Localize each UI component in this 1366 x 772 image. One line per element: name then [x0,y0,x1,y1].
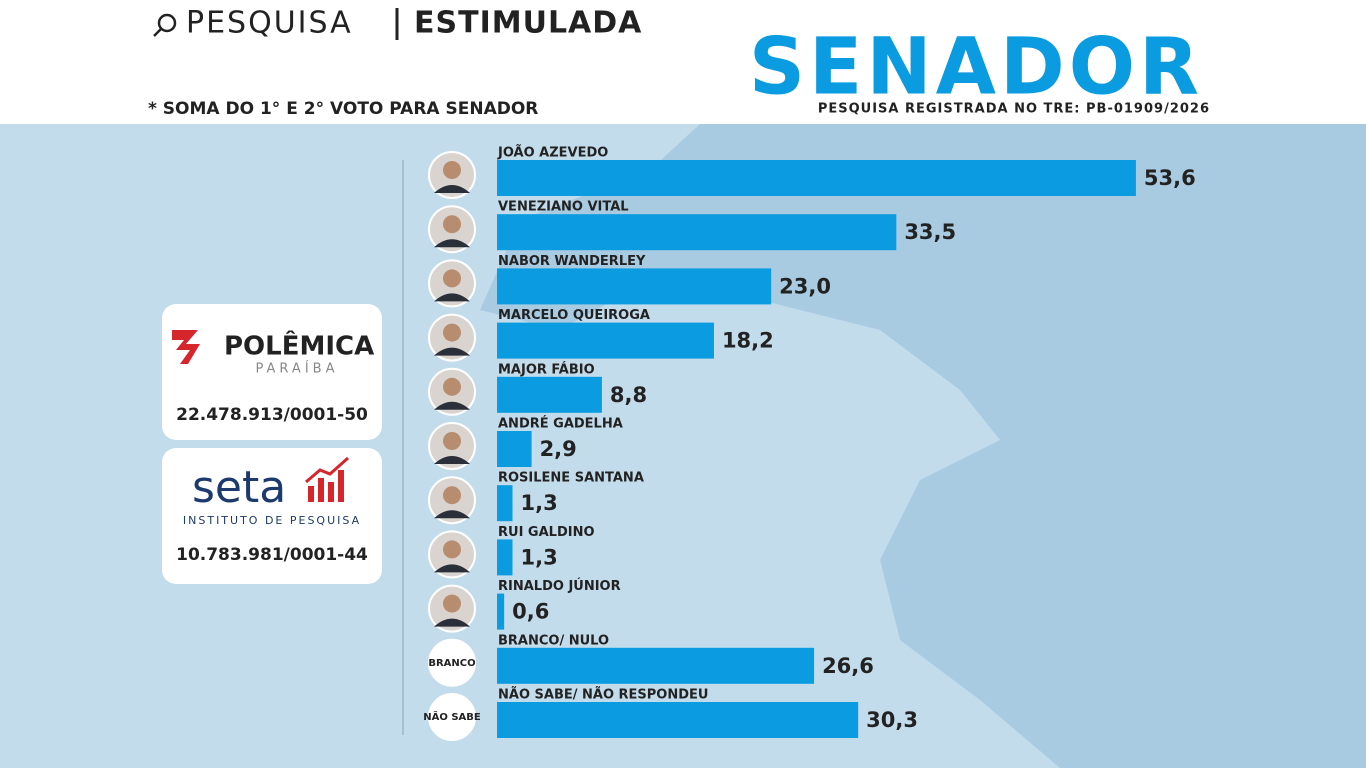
header-office: SENADOR [749,22,1203,112]
value-label: 8,8 [610,383,647,407]
bar [497,702,859,738]
header-kind: ESTIMULADA [414,6,642,41]
header-note: * SOMA DO 1° E 2° VOTO PARA SENADOR [148,99,538,119]
category-label: NÃO SABE/ NÃO RESPONDEU [498,687,708,703]
value-label: 1,3 [520,491,557,515]
search-icon [157,13,177,33]
category-label: MAJOR FÁBIO [498,361,595,377]
avatar-body [434,293,470,302]
sponsor-id: 22.478.913/0001-50 [176,405,368,425]
sponsor-sub: INSTITUTO DE PESQUISA [183,514,361,527]
header-bg [0,0,1366,124]
avatar-head [443,161,461,179]
header-registry: PESQUISA REGISTRADA NO TRE: PB-01909/202… [818,102,1210,117]
bar [497,647,815,684]
value-label: 0,6 [512,600,549,624]
avatar-body [434,401,470,410]
sponsor-logo [318,478,324,502]
bar [497,268,772,305]
value-label: 18,2 [722,329,774,353]
avatar-body [434,510,470,519]
category-label: ROSILENE SANTANA [498,471,644,486]
value-label: 30,3 [866,708,918,732]
avatar-head [443,323,461,342]
bar [497,593,505,630]
category-label: RUI GALDINO [498,525,595,540]
avatar-head [443,215,461,234]
avatar-body [434,347,470,356]
avatar-body [434,456,470,464]
sponsor-name: POLÊMICA [224,330,374,362]
avatar-body [434,564,470,573]
category-label: JOÃO AZEVEDO [497,145,608,161]
avatar-head [443,540,461,559]
category-label: ANDRÉ GADELHA [498,416,623,432]
badge-label: NÃO SABE [423,710,481,723]
category-label: MARCELO QUEIROGA [498,308,650,323]
avatar-head [443,377,461,396]
sponsor-card [162,448,382,584]
header-search: PESQUISA [186,6,353,41]
sponsor-name: seta [192,462,286,513]
bar [497,431,532,467]
bar [497,376,602,413]
sponsor-logo [308,486,314,502]
category-label: NABOR WANDERLEY [498,254,646,269]
avatar [428,693,476,741]
value-label: 33,5 [904,220,956,244]
category-label: RINALDO JÚNIOR [498,578,621,594]
search-icon [153,28,162,37]
value-label: 2,9 [540,437,577,461]
sponsor-logo [328,482,334,502]
bar [497,322,714,359]
bar [497,539,513,576]
avatar-head [443,594,461,613]
bar [497,160,1136,196]
value-label: 1,3 [520,545,557,569]
category-label: VENEZIANO VITAL [498,200,629,215]
avatar-body [434,239,470,248]
avatar-head [443,432,461,450]
sponsor-id: 10.783.981/0001-44 [176,545,368,565]
category-label: BRANCO/ NULO [498,633,609,648]
sponsor-logo [305,456,349,484]
value-label: 26,6 [822,654,874,678]
value-label: 53,6 [1144,166,1196,190]
avatar [428,638,476,687]
avatar-head [443,269,461,288]
bar [497,485,513,522]
avatar-body [434,618,470,627]
avatar-head [443,486,461,505]
avatar-body [434,185,470,193]
badge-label: BRANCO [428,658,475,669]
sponsor-logo [338,470,344,502]
value-label: 23,0 [779,274,831,298]
sponsor-sub: PARAÍBA [256,361,339,377]
bar [497,214,897,251]
sponsor-card [162,304,382,440]
sponsor-logo [172,330,200,364]
